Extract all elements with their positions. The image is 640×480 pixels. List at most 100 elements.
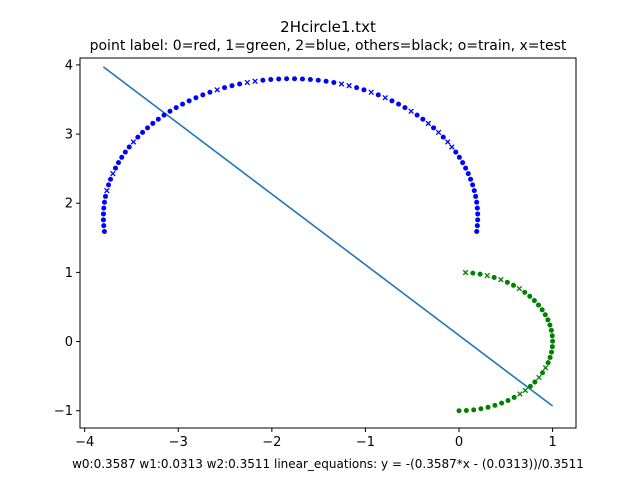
train-point-marker (331, 79, 337, 85)
train-point-marker (101, 223, 107, 229)
test-point-marker (536, 374, 542, 381)
train-point-marker (222, 85, 228, 91)
train-point-marker (527, 383, 533, 389)
train-point-marker (100, 211, 106, 217)
test-point-marker (517, 391, 523, 397)
train-point-marker (460, 160, 466, 166)
train-point-marker (396, 101, 402, 107)
train-point-marker (140, 129, 146, 135)
y-tick-label: 4 (65, 58, 73, 73)
chart-subtitle: point label: 0=red, 1=green, 2=blue, oth… (90, 38, 567, 54)
train-point-marker (456, 154, 462, 160)
train-point-marker (499, 400, 505, 406)
train-point-marker (186, 98, 192, 104)
test-point-marker (516, 285, 523, 292)
train-point-marker (207, 89, 213, 95)
train-point-marker (173, 105, 179, 111)
test-point-marker (252, 78, 258, 85)
test-point-marker (130, 139, 137, 145)
train-point-marker (101, 205, 107, 211)
test-point-marker (244, 79, 251, 86)
x-tick-label: 1 (548, 435, 556, 450)
test-point-marker (382, 94, 388, 101)
train-point-marker (122, 149, 128, 155)
y-tick-label: −1 (54, 404, 73, 419)
test-point-marker (214, 87, 220, 93)
train-point-marker (549, 349, 555, 355)
train-point-marker (100, 217, 106, 223)
train-point-marker (474, 205, 480, 211)
train-point-marker (167, 108, 173, 114)
train-point-marker (126, 144, 132, 150)
train-point-marker (102, 193, 108, 199)
train-point-marker (260, 77, 266, 83)
y-tick-label: 3 (65, 128, 73, 143)
train-point-marker (549, 333, 555, 339)
train-point-marker (307, 77, 313, 83)
points-layer (100, 76, 556, 414)
train-point-marker (354, 85, 360, 91)
train-point-marker (150, 120, 156, 126)
test-point-marker (444, 139, 451, 145)
axes-frame (79, 57, 577, 429)
train-point-marker (545, 317, 551, 323)
test-point-marker (110, 170, 116, 177)
train-point-marker (511, 394, 517, 400)
train-point-marker (155, 116, 161, 122)
train-point-marker (101, 229, 107, 235)
train-point-marker (465, 171, 471, 177)
train-point-marker (180, 101, 186, 107)
x-axis: −4 −3 −2 −1 0 1 (75, 428, 557, 450)
test-point-marker (346, 82, 352, 89)
train-point-marker (510, 282, 516, 288)
train-point-marker (471, 407, 477, 413)
train-point-marker (527, 293, 533, 299)
train-point-marker (193, 95, 199, 101)
train-point-marker (402, 105, 408, 111)
train-point-marker (550, 338, 556, 344)
test-point-marker (498, 276, 504, 283)
test-point-marker (462, 269, 469, 276)
train-point-marker (323, 78, 329, 84)
line-layer (102, 66, 554, 407)
train-point-marker (470, 270, 476, 276)
test-point-marker (449, 144, 455, 150)
train-point-marker (431, 125, 437, 131)
train-point-marker (547, 354, 553, 360)
train-point-marker (237, 81, 243, 87)
train-point-marker (284, 76, 290, 82)
train-point-marker (414, 112, 420, 118)
train-point-marker (315, 77, 321, 83)
train-point-marker (471, 188, 477, 194)
train-point-marker (440, 134, 446, 140)
train-point-marker (473, 193, 479, 199)
train-point-marker (492, 402, 498, 408)
chart-title: 2Hcircle1.txt (280, 18, 376, 36)
train-point-marker (505, 397, 511, 403)
test-point-marker (425, 120, 432, 127)
test-point-marker (542, 365, 549, 371)
x-tick-label: −1 (356, 435, 375, 450)
train-point-marker (115, 160, 121, 166)
train-point-marker (532, 379, 538, 385)
train-point-marker (292, 76, 298, 82)
y-tick-label: 1 (65, 266, 73, 281)
train-point-marker (468, 176, 474, 182)
train-point-marker (470, 182, 476, 188)
train-point-marker (474, 223, 480, 229)
x-tick-label: −3 (169, 435, 188, 450)
train-point-marker (161, 112, 167, 118)
train-point-marker (504, 279, 510, 285)
decision-boundary-line (102, 66, 554, 407)
train-point-marker (531, 298, 537, 304)
train-point-marker (200, 92, 206, 98)
y-tick-label: 0 (65, 335, 73, 350)
train-point-marker (375, 92, 381, 98)
test-point-marker (408, 108, 414, 115)
train-point-marker (361, 87, 367, 93)
train-point-marker (475, 217, 481, 223)
train-point-marker (463, 407, 469, 413)
train-point-marker (453, 149, 459, 155)
weights-equation-caption: w0:0.3587 w1:0.0313 w2:0.3511 linear_equ… (72, 457, 584, 471)
